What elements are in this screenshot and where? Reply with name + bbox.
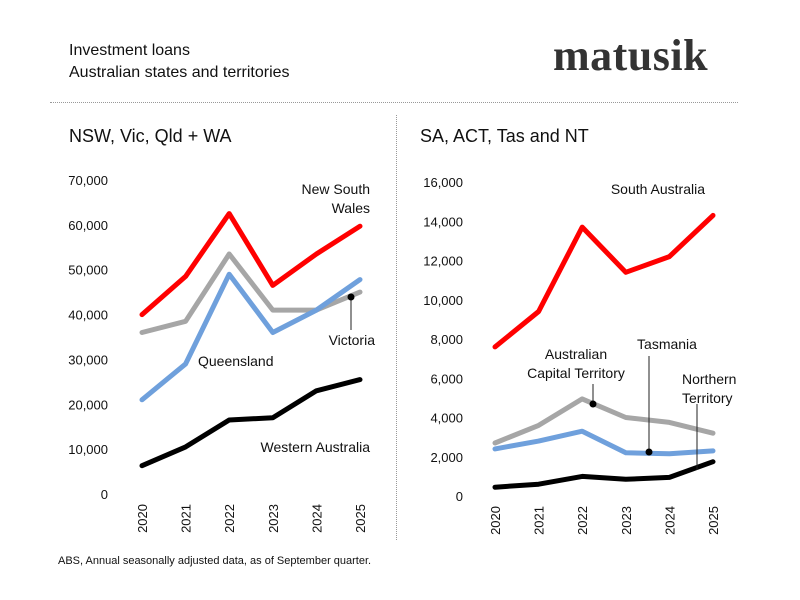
series-label-line: Victoria bbox=[329, 332, 376, 348]
x-tick-label: 2022 bbox=[222, 504, 237, 533]
series-label: Queensland bbox=[198, 353, 274, 369]
source-note: ABS, Annual seasonally adjusted data, as… bbox=[58, 555, 372, 567]
chart-subtitle: Australian states and territories bbox=[69, 64, 290, 81]
y-tick-label: 6,000 bbox=[430, 371, 463, 386]
matusik-logo: matusik bbox=[553, 31, 709, 80]
series-label-line: Capital Territory bbox=[527, 365, 625, 381]
series-label-line: Western Australia bbox=[261, 439, 371, 455]
y-tick-label: 0 bbox=[101, 487, 108, 502]
x-tick-label: 2020 bbox=[488, 506, 503, 535]
y-tick-label: 14,000 bbox=[423, 214, 463, 229]
y-tick-label: 70,000 bbox=[68, 173, 108, 188]
left-panel-title: NSW, Vic, Qld + WA bbox=[69, 126, 232, 146]
right-chart: 0 2,000 4,000 6,000 8,000 10,000 12,000 14,000 1… bbox=[423, 175, 736, 535]
x-tick-label: 2020 bbox=[135, 504, 150, 533]
series-label-line: Tasmania bbox=[637, 336, 697, 352]
x-tick-label: 2023 bbox=[619, 506, 634, 535]
series-line-western-australia bbox=[139, 377, 363, 469]
y-tick-label: 40,000 bbox=[68, 308, 108, 323]
y-tick-label: 0 bbox=[456, 489, 463, 504]
series-label-line: Australian bbox=[545, 346, 607, 362]
left-chart: 0 10,000 20,000 30,000 40,000 50,000 60,000 70,… bbox=[68, 173, 375, 533]
series-line-northern-territory bbox=[492, 459, 716, 490]
x-tick-label: 2025 bbox=[353, 504, 368, 533]
right-panel-title: SA, ACT, Tas and NT bbox=[420, 126, 589, 146]
series-label-line: Queensland bbox=[198, 353, 274, 369]
series-line-queensland bbox=[139, 271, 363, 403]
series-line-tasmania bbox=[492, 428, 716, 457]
series-label-line: Wales bbox=[332, 200, 370, 216]
x-tick-label: 2022 bbox=[575, 506, 590, 535]
series-label: New South Wales bbox=[302, 181, 370, 216]
series-label: Australian Capital Territory bbox=[527, 346, 625, 381]
x-tick-label: 2024 bbox=[309, 504, 324, 533]
series-label: Tasmania bbox=[637, 336, 697, 352]
x-tick-label: 2021 bbox=[532, 506, 547, 535]
y-tick-label: 20,000 bbox=[68, 397, 108, 412]
horizontal-divider bbox=[50, 102, 738, 103]
y-tick-label: 8,000 bbox=[430, 332, 463, 347]
series-line-victoria bbox=[139, 251, 363, 335]
y-tick-label: 4,000 bbox=[430, 411, 463, 426]
series-label: Northern Territory bbox=[682, 371, 736, 406]
series-label: Victoria bbox=[329, 332, 376, 348]
series-label-line: South Australia bbox=[611, 181, 705, 197]
y-tick-label: 50,000 bbox=[68, 263, 108, 278]
series-line-new-south-wales bbox=[139, 211, 363, 318]
x-tick-label: 2025 bbox=[706, 506, 721, 535]
y-tick-label: 2,000 bbox=[430, 450, 463, 465]
chart-title: Investment loans bbox=[69, 42, 190, 59]
y-tick-label: 16,000 bbox=[423, 175, 463, 190]
series-line-australian-capital-territory bbox=[492, 396, 716, 446]
x-tick-label: 2021 bbox=[179, 504, 194, 533]
x-tick-label: 2023 bbox=[266, 504, 281, 533]
y-tick-label: 60,000 bbox=[68, 218, 108, 233]
series-label-line: New South bbox=[302, 181, 370, 197]
leader-dot bbox=[645, 448, 653, 456]
y-tick-label: 30,000 bbox=[68, 352, 108, 367]
leader-dot bbox=[347, 293, 355, 301]
x-tick-label: 2024 bbox=[662, 506, 677, 535]
y-tick-label: 10,000 bbox=[68, 442, 108, 457]
series-label-line: Territory bbox=[682, 390, 733, 406]
series-line-south-australia bbox=[492, 212, 716, 350]
chart-title-block: Investment loans Australian states and t… bbox=[69, 40, 290, 84]
vertical-divider bbox=[396, 115, 397, 540]
series-label-line: Northern bbox=[682, 371, 736, 387]
leader-dot bbox=[589, 400, 597, 408]
series-label: Western Australia bbox=[261, 439, 371, 455]
series-label: South Australia bbox=[611, 181, 705, 197]
y-tick-label: 12,000 bbox=[423, 254, 463, 269]
y-tick-label: 10,000 bbox=[423, 293, 463, 308]
